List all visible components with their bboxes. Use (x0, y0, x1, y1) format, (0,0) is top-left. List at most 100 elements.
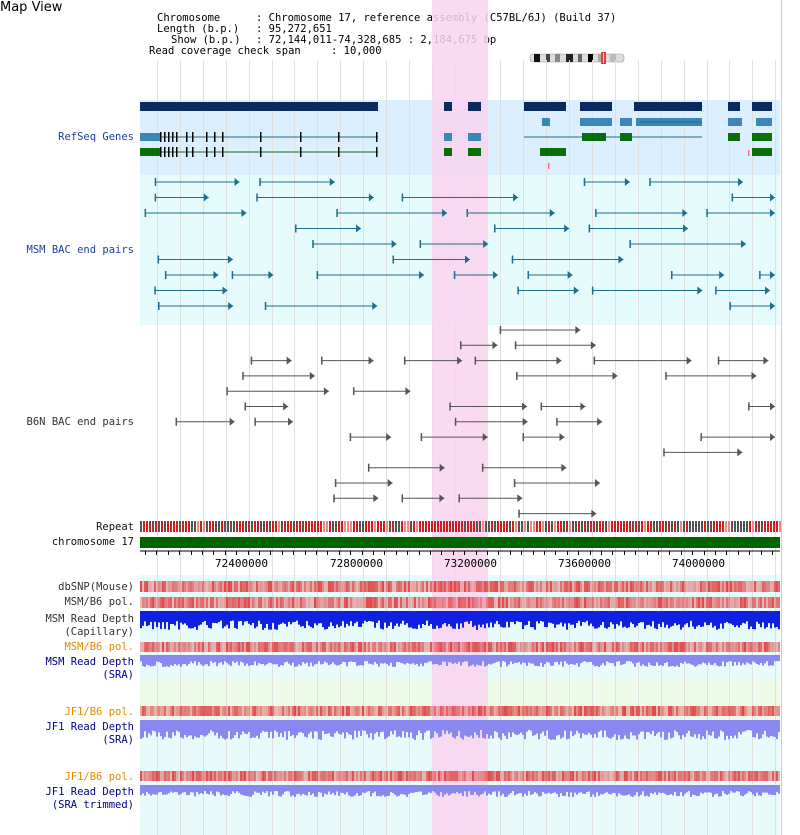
msm-b6-pol-strip (270, 597, 272, 608)
msm-depth-capillary (292, 611, 294, 623)
jf1-b6-pol-strip (376, 706, 378, 716)
jf1-depth-sra (302, 720, 304, 734)
jf1-b6-pol-strip (284, 771, 286, 781)
jf1-depth-sra (568, 720, 570, 739)
chromosome-ideogram[interactable] (528, 52, 628, 64)
jf1-depth-trimmed (666, 785, 668, 796)
dbsnp-strip (746, 581, 748, 592)
jf1-b6-pol-strip (670, 771, 672, 781)
msm-b6-pol-strip (558, 642, 560, 652)
jf1-b6-pol-strip (218, 706, 220, 716)
msm-depth-sra (768, 655, 770, 666)
msm-depth-capillary (684, 611, 686, 625)
bac-end (629, 240, 631, 248)
jf1-b6-pol-strip (190, 706, 192, 716)
jf1-b6-pol-strip (438, 706, 440, 716)
jf1-depth-sra (282, 720, 284, 738)
bac-end (401, 494, 404, 503)
jf1-b6-pol-strip (414, 706, 416, 716)
msm-depth-capillary (658, 611, 660, 624)
jf1-b6-pol-strip (424, 706, 426, 716)
repeat-mark (200, 521, 202, 532)
jf1-b6-pol-strip (416, 771, 418, 781)
jf1-b6-pol-strip (264, 706, 266, 716)
dbsnp-strip (492, 581, 494, 592)
dbsnp-strip (506, 581, 508, 592)
msm-b6-pol-strip (226, 597, 228, 608)
jf1-depth-sra (476, 720, 478, 735)
msm-b6-pol-strip (554, 597, 556, 608)
jf1-b6-pol-strip (614, 706, 616, 716)
jf1-b6-pol-strip (444, 706, 446, 716)
jf1-b6-pol-strip (522, 771, 524, 781)
repeat-mark (386, 521, 388, 532)
dbsnp-strip (490, 581, 492, 592)
jf1-depth-sra (286, 720, 288, 740)
msm-depth-sra (426, 655, 428, 663)
msm-depth-sra (438, 655, 440, 666)
jf1-b6-pol-strip (666, 771, 668, 781)
jf1-depth-trimmed (360, 785, 362, 796)
msm-depth-capillary (672, 611, 674, 626)
jf1-depth-sra (672, 720, 674, 738)
msm-depth-capillary (248, 611, 250, 624)
exon-mark (222, 147, 224, 157)
jf1-depth-trimmed (736, 785, 738, 792)
jf1-b6-pol-strip (772, 706, 774, 716)
jf1-b6-pol-strip (330, 771, 332, 781)
jf1-b6-pol-strip (648, 706, 650, 716)
bac-end (731, 193, 734, 202)
axis-tick (635, 551, 636, 555)
msm-b6-pol-strip (742, 597, 744, 608)
jf1-b6-pol-strip (186, 706, 188, 716)
jf1-depth-sra (452, 720, 454, 738)
msm-b6-pol-strip (406, 597, 408, 608)
jf1-b6-pol-strip (504, 771, 506, 781)
msm-depth-capillary (692, 611, 694, 627)
msm-b6-pol-strip (604, 642, 606, 652)
jf1-b6-pol-strip (518, 771, 520, 781)
msm-b6-pol-strip (552, 642, 554, 652)
msm-b6-pol-strip (766, 642, 768, 652)
msm-b6-pol-strip (142, 642, 144, 652)
jf1-b6-pol-strip (752, 706, 754, 716)
jf1-b6-pol-strip (634, 771, 636, 781)
msm-depth-capillary (454, 611, 456, 629)
jf1-depth-sra (414, 720, 416, 740)
exon-mark (214, 132, 216, 142)
jf1-depth-trimmed (248, 785, 250, 797)
track-label-b6n-bac[interactable]: B6N BAC end pairs (26, 416, 134, 428)
jf1-depth-sra (502, 720, 504, 734)
msm-depth-capillary (170, 611, 172, 625)
msm-b6-pol-strip (344, 642, 346, 652)
repeat-mark (152, 521, 154, 532)
axis-tick (213, 551, 214, 555)
dbsnp-strip (576, 581, 578, 592)
jf1-b6-pol-strip (660, 706, 662, 716)
bac-end (540, 402, 543, 411)
vertical-scrollbar[interactable] (781, 0, 800, 835)
msm-b6-pol-strip (722, 597, 724, 608)
jf1-depth-sra (494, 720, 496, 732)
msm-depth-capillary (682, 611, 684, 628)
dbsnp-strip (716, 581, 718, 592)
dbsnp-strip (644, 581, 646, 592)
msm-b6-pol-strip (716, 597, 718, 608)
bac-end (254, 417, 256, 426)
jf1-b6-pol-strip (686, 771, 688, 781)
jf1-b6-pol-strip (442, 771, 444, 781)
msm-depth-capillary (668, 611, 670, 629)
jf1-b6-pol-strip (550, 771, 552, 781)
track-label-refseq[interactable]: RefSeq Genes (58, 131, 134, 143)
msm-depth-sra (712, 655, 714, 665)
msm-b6-pol-strip (144, 597, 146, 608)
jf1-depth-trimmed (622, 785, 624, 796)
jf1-b6-pol-strip (374, 706, 376, 716)
dbsnp-strip (216, 581, 218, 592)
msm-b6-pol-strip (710, 642, 712, 652)
track-label-msm-bac[interactable]: MSM BAC end pairs (26, 244, 134, 256)
msm-depth-capillary (444, 611, 446, 623)
dbsnp-strip (624, 581, 626, 592)
msm-b6-pol-strip (506, 642, 508, 652)
